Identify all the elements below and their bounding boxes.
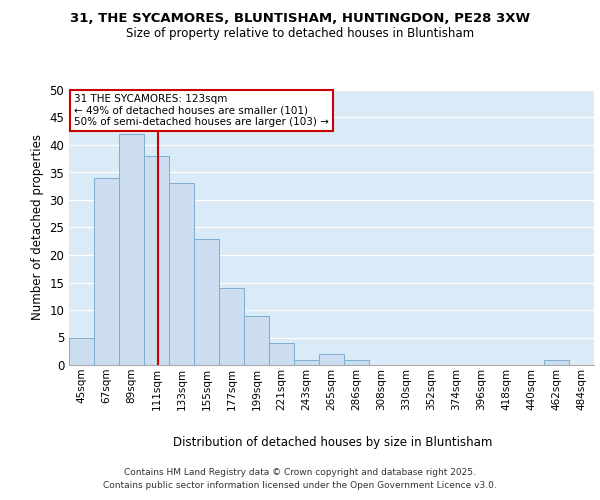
- Bar: [319, 354, 344, 365]
- Y-axis label: Number of detached properties: Number of detached properties: [31, 134, 44, 320]
- Bar: [69, 338, 94, 365]
- Bar: [169, 184, 194, 365]
- Bar: [219, 288, 244, 365]
- Bar: [244, 316, 269, 365]
- Bar: [294, 360, 319, 365]
- Bar: [144, 156, 169, 365]
- Text: 31, THE SYCAMORES, BLUNTISHAM, HUNTINGDON, PE28 3XW: 31, THE SYCAMORES, BLUNTISHAM, HUNTINGDO…: [70, 12, 530, 26]
- Text: 31 THE SYCAMORES: 123sqm
← 49% of detached houses are smaller (101)
50% of semi-: 31 THE SYCAMORES: 123sqm ← 49% of detach…: [74, 94, 329, 128]
- Text: Contains HM Land Registry data © Crown copyright and database right 2025.: Contains HM Land Registry data © Crown c…: [124, 468, 476, 477]
- Text: Contains public sector information licensed under the Open Government Licence v3: Contains public sector information licen…: [103, 480, 497, 490]
- Bar: [194, 238, 219, 365]
- Bar: [269, 343, 294, 365]
- Bar: [94, 178, 119, 365]
- Bar: [119, 134, 144, 365]
- Bar: [544, 360, 569, 365]
- Text: Distribution of detached houses by size in Bluntisham: Distribution of detached houses by size …: [173, 436, 493, 449]
- Bar: [344, 360, 369, 365]
- Text: Size of property relative to detached houses in Bluntisham: Size of property relative to detached ho…: [126, 28, 474, 40]
